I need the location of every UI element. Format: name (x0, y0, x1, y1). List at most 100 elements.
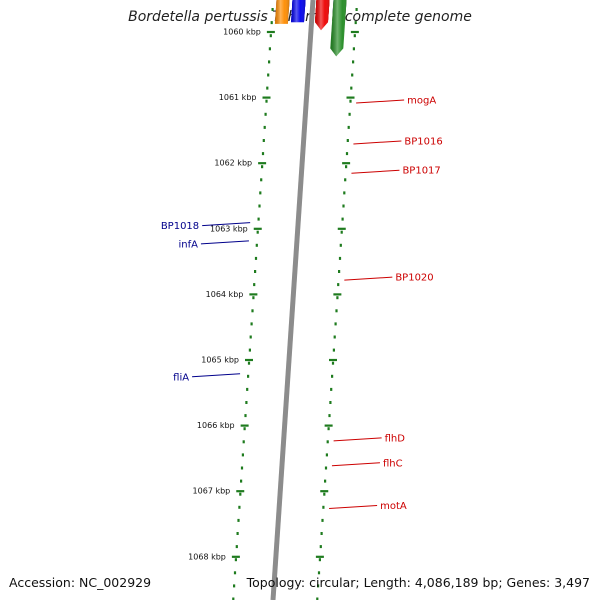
tick-dot-left (246, 387, 249, 391)
gene-label-BP1020[interactable]: BP1020 (344, 273, 434, 284)
gene-label-motA[interactable]: motA (329, 501, 407, 512)
tick-dot-left (252, 296, 255, 300)
tick-dot-right (345, 165, 348, 169)
gene-label-mogA[interactable]: mogA (356, 96, 436, 107)
tick-dot-left (249, 335, 252, 339)
tick-dot-right (322, 505, 325, 509)
backbone-line (270, 0, 316, 600)
gene-label-leader (333, 437, 382, 442)
tick-dot-left (234, 558, 237, 562)
tick-dot-right (346, 139, 349, 142)
gene-label-infA[interactable]: infA (178, 239, 249, 250)
tick-dot-right (333, 335, 336, 339)
gene-label-leader (344, 276, 393, 281)
tick-dot-right (349, 99, 352, 103)
tick-dot-right (337, 283, 340, 287)
tick-dot-right (347, 125, 350, 129)
gene-label-leader (192, 373, 241, 378)
tick-dot-right (330, 387, 333, 391)
gene-feature-12[interactable] (274, 0, 291, 24)
ruler-tick-label: 1062 kbp (214, 159, 252, 168)
tick-dot-left (254, 270, 257, 273)
tick-dot-right (352, 60, 355, 64)
tick-dot-left (254, 256, 258, 260)
tick-dot-right (334, 322, 337, 326)
gene-label-text: mogA (407, 96, 436, 107)
tick-dot-right (319, 545, 322, 549)
tick-dot-left (233, 571, 237, 575)
accession-text: Accession: NC_002929 (9, 575, 152, 590)
gene-feature-16[interactable] (330, 0, 350, 57)
tick-dot-left (242, 440, 245, 444)
ruler-tick-label: 1067 kbp (193, 487, 231, 496)
tick-dot-left (236, 532, 239, 535)
tick-dot-right (318, 558, 321, 562)
tick-dot-left (258, 204, 261, 208)
tick-dot-right (344, 178, 347, 182)
tick-dot-left (247, 361, 251, 365)
tick-dot-right (342, 204, 345, 208)
gene-labels: mogA BP1016 BP1017 BP1018 infA BP1020 fliA flhD… (161, 96, 443, 512)
tick-dot-left (263, 125, 266, 129)
tick-dot-right (338, 256, 342, 260)
tick-dot-right (327, 427, 330, 431)
ruler-tick-label: 1065 kbp (201, 356, 239, 365)
tick-dot-left (268, 47, 271, 51)
tick-dot-right (329, 401, 332, 404)
tick-dot-left (240, 479, 243, 483)
tick-dot-left (240, 466, 244, 470)
ruler-tick-label: 1060 kbp (223, 28, 261, 37)
gene-label-fliA[interactable]: fliA (173, 372, 241, 383)
tick-dot-right (340, 230, 343, 234)
tick-dot-left (247, 374, 250, 378)
tick-dot-left (232, 597, 235, 600)
tick-dot-left (233, 584, 236, 588)
tick-dot-right (324, 466, 328, 470)
tick-dot-left (253, 283, 256, 287)
tick-dot-right (324, 479, 327, 483)
gene-features (274, 0, 350, 57)
gene-label-leader (356, 99, 405, 104)
gene-label-text: BP1017 (402, 166, 440, 177)
tick-dot-left (271, 8, 274, 11)
tick-dot-left (251, 309, 254, 313)
tick-dot-left (244, 414, 247, 418)
backbone-layer (270, 0, 316, 600)
tick-dot-left (255, 243, 258, 247)
tick-dot-right (354, 21, 357, 25)
tick-dot-right (321, 518, 324, 522)
gene-feature-11[interactable] (291, 0, 307, 23)
tick-dot-right (325, 453, 328, 457)
tick-dot-left (257, 217, 260, 221)
gene-label-BP1017[interactable]: BP1017 (351, 166, 441, 177)
gene-label-flhC[interactable]: flhC (331, 458, 403, 469)
tick-dot-left (241, 453, 244, 457)
tick-dot-right (339, 243, 342, 247)
tick-dot-left (265, 99, 268, 103)
gene-label-BP1018[interactable]: BP1018 (161, 221, 251, 232)
ruler-tick-label: 1063 kbp (210, 224, 248, 233)
genome-summary-text: Topology: circular; Length: 4,086,189 bp… (246, 575, 590, 590)
gene-feature-17[interactable] (315, 0, 331, 27)
tick-dot-left (259, 191, 262, 195)
tick-dot-left (261, 152, 265, 156)
tick-dot-left (268, 60, 271, 64)
tick-dot-right (345, 152, 349, 156)
tick-dot-right (336, 296, 339, 300)
gene-label-BP1016[interactable]: BP1016 (353, 136, 443, 147)
gene-label-leader (351, 169, 400, 174)
gene-label-flhD[interactable]: flhD (333, 433, 406, 444)
tick-dot-left (248, 348, 251, 352)
tick-dot-left (264, 112, 267, 116)
ruler-tick-label: 1068 kbp (188, 552, 226, 561)
tick-dot-left (238, 505, 241, 509)
tick-dot-right (352, 47, 355, 51)
tick-dot-left (260, 178, 263, 182)
gene-label-text: motA (380, 501, 407, 512)
gene-label-text: BP1020 (395, 273, 433, 284)
tick-dot-right (326, 440, 329, 444)
gene-label-leader (329, 504, 378, 509)
gene-label-text: fliA (173, 372, 189, 383)
